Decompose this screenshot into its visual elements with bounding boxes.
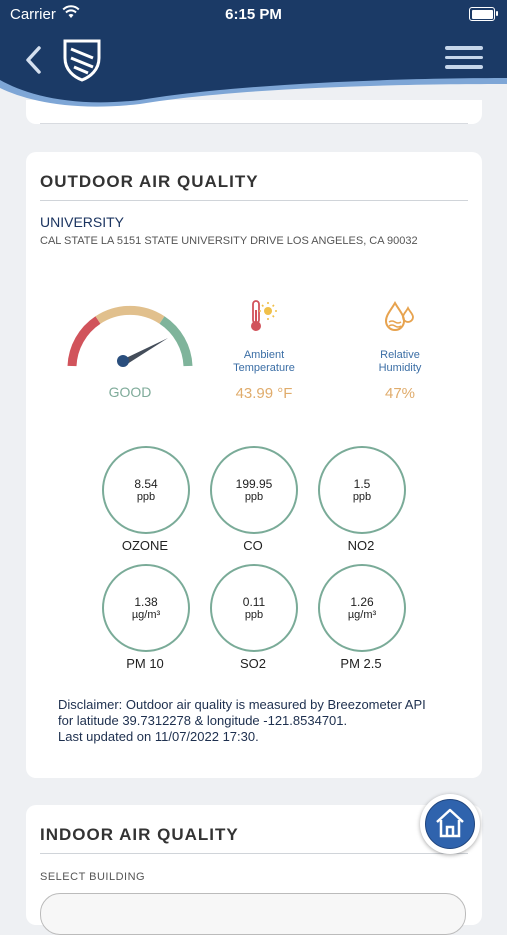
pollutant-name: SO2: [239, 656, 266, 671]
aqi-gauge: [67, 305, 193, 367]
aqi-status: GOOD: [108, 384, 152, 400]
wifi-icon: [62, 5, 80, 18]
pollutant-name: OZONE: [121, 538, 169, 553]
pollutant-name: NO2: [347, 538, 375, 553]
pollutant-pm10: 1.38 µg/m³ PM 10: [90, 564, 202, 684]
menu-button[interactable]: [445, 46, 483, 74]
title-divider: [40, 200, 468, 201]
pollutant-circle: 1.26 µg/m³: [318, 564, 406, 652]
thermometer-sun-icon: [251, 300, 277, 331]
humidity-value: 47%: [384, 385, 416, 402]
app-header: [0, 0, 507, 120]
home-icon: [436, 808, 464, 838]
pollutant-so2: 0.11 ppb SO2: [198, 564, 310, 684]
building-select[interactable]: [40, 893, 466, 935]
pollutant-name: PM 10: [126, 656, 164, 671]
pollutant-co: 199.95 ppb CO: [198, 446, 310, 566]
pollutant-circle: 1.38 µg/m³: [102, 564, 190, 652]
pollutant-circle: 8.54 ppb: [102, 446, 190, 534]
title-divider: [40, 853, 468, 854]
card-title: OUTDOOR AIR QUALITY: [40, 172, 259, 191]
disclaimer-text: Disclaimer: Outdoor air quality is measu…: [58, 697, 426, 744]
header-wave: [0, 0, 507, 107]
pollutant-name: CO: [243, 538, 263, 553]
pollutant-name: PM 2.5: [340, 656, 382, 671]
shield-logo-icon: [62, 38, 102, 82]
indoor-air-quality-card: INDOOR AIR QUALITY SELECT BUILDING: [26, 805, 482, 935]
pollutant-circle: 0.11 ppb: [210, 564, 298, 652]
location-name: UNIVERSITY: [40, 214, 125, 230]
outdoor-air-quality-card: OUTDOOR AIR QUALITY UNIVERSITY CAL STATE…: [26, 152, 482, 778]
card-title: INDOOR AIR QUALITY: [40, 825, 239, 844]
pollutant-pm25: 1.26 µg/m³ PM 2.5: [306, 564, 418, 684]
humidity-drops-icon: [384, 300, 414, 331]
temperature-label: Ambient Temperature: [233, 349, 295, 374]
back-button[interactable]: [22, 44, 46, 76]
status-bar: Carrier 6:15 PM: [0, 0, 507, 28]
select-building-label: SELECT BUILDING: [40, 871, 146, 883]
chevron-left-icon: [26, 46, 41, 74]
location-address: CAL STATE LA 5151 STATE UNIVERSITY DRIVE…: [40, 235, 418, 247]
humidity-label: Relative Humidity: [378, 349, 422, 374]
temperature-value: 43.99 °F: [235, 385, 293, 402]
carrier-label: Carrier: [10, 6, 56, 23]
pollutant-ozone: 8.54 ppb OZONE: [90, 446, 202, 566]
pollutant-no2: 1.5 ppb NO2: [306, 446, 418, 566]
clock: 6:15 PM: [225, 6, 282, 23]
battery-icon: [469, 7, 498, 21]
home-button[interactable]: [420, 794, 480, 854]
gauge-needle: [124, 338, 168, 366]
pollutant-circle: 199.95 ppb: [210, 446, 298, 534]
hamburger-menu-icon: [445, 46, 483, 50]
pollutant-circle: 1.5 ppb: [318, 446, 406, 534]
